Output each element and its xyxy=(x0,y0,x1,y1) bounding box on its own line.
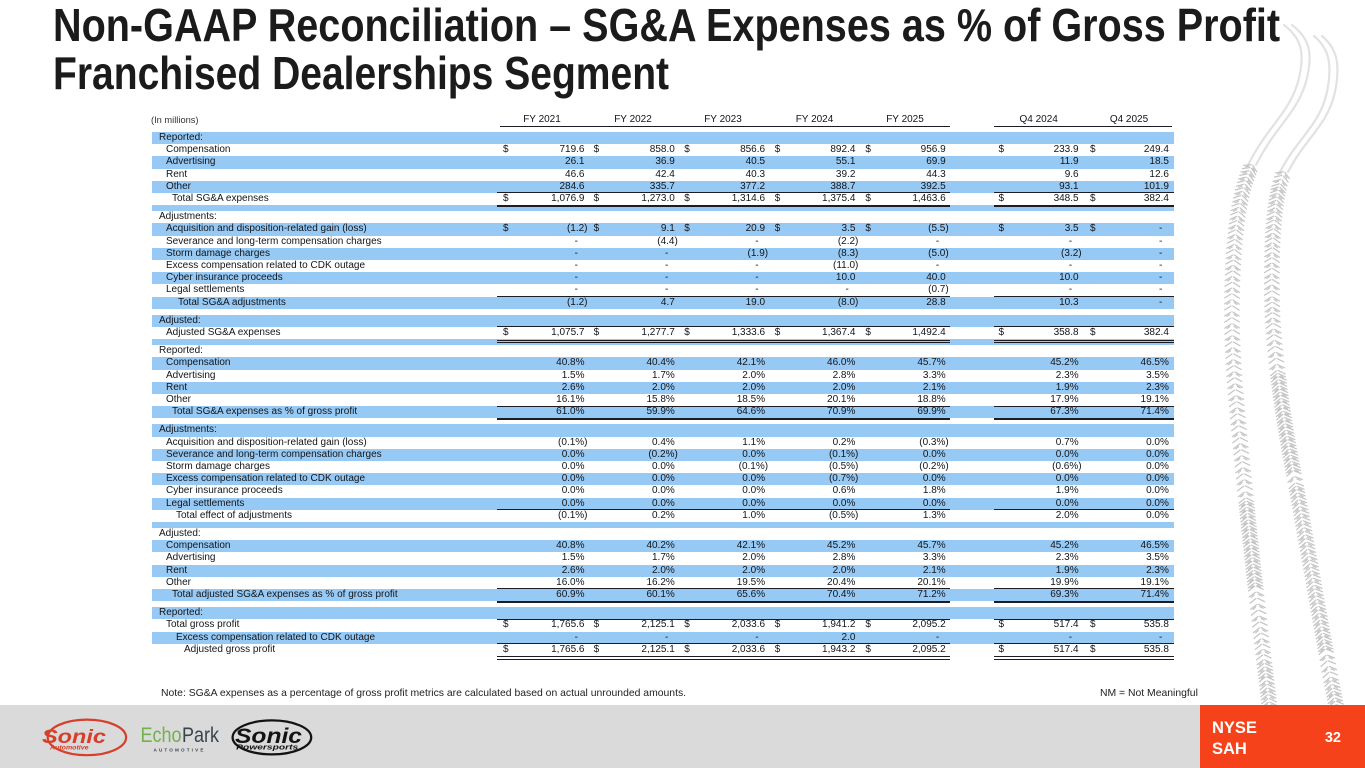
svg-text:AUTOMOTIVE: AUTOMOTIVE xyxy=(154,747,206,752)
svg-text:Automotive: Automotive xyxy=(49,744,89,751)
svg-text:Park: Park xyxy=(182,723,219,747)
svg-text:Sonic: Sonic xyxy=(235,725,302,748)
svg-text:Powersports: Powersports xyxy=(236,743,298,752)
svg-text:Sonic: Sonic xyxy=(42,726,106,748)
svg-text:Echo: Echo xyxy=(141,723,182,747)
